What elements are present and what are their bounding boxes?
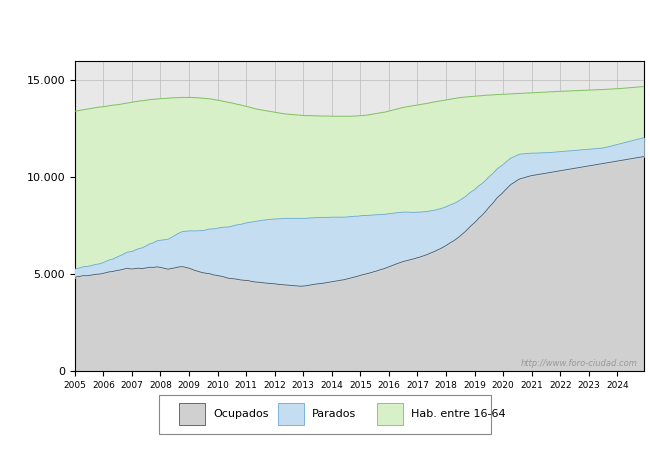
Text: http://www.foro-ciudad.com: http://www.foro-ciudad.com: [521, 359, 638, 368]
Text: Alfafar - Evolucion de la poblacion en edad de Trabajar Noviembre de 2024: Alfafar - Evolucion de la poblacion en e…: [85, 18, 565, 31]
Text: FORO-CIUDAD.COM: FORO-CIUDAD.COM: [223, 204, 495, 228]
Text: Hab. entre 16-64: Hab. entre 16-64: [411, 409, 506, 419]
Text: Ocupados: Ocupados: [213, 409, 268, 419]
Text: Parados: Parados: [312, 409, 356, 419]
FancyBboxPatch shape: [159, 395, 491, 434]
Bar: [278, 403, 304, 425]
Bar: [377, 403, 403, 425]
Bar: [179, 403, 205, 425]
